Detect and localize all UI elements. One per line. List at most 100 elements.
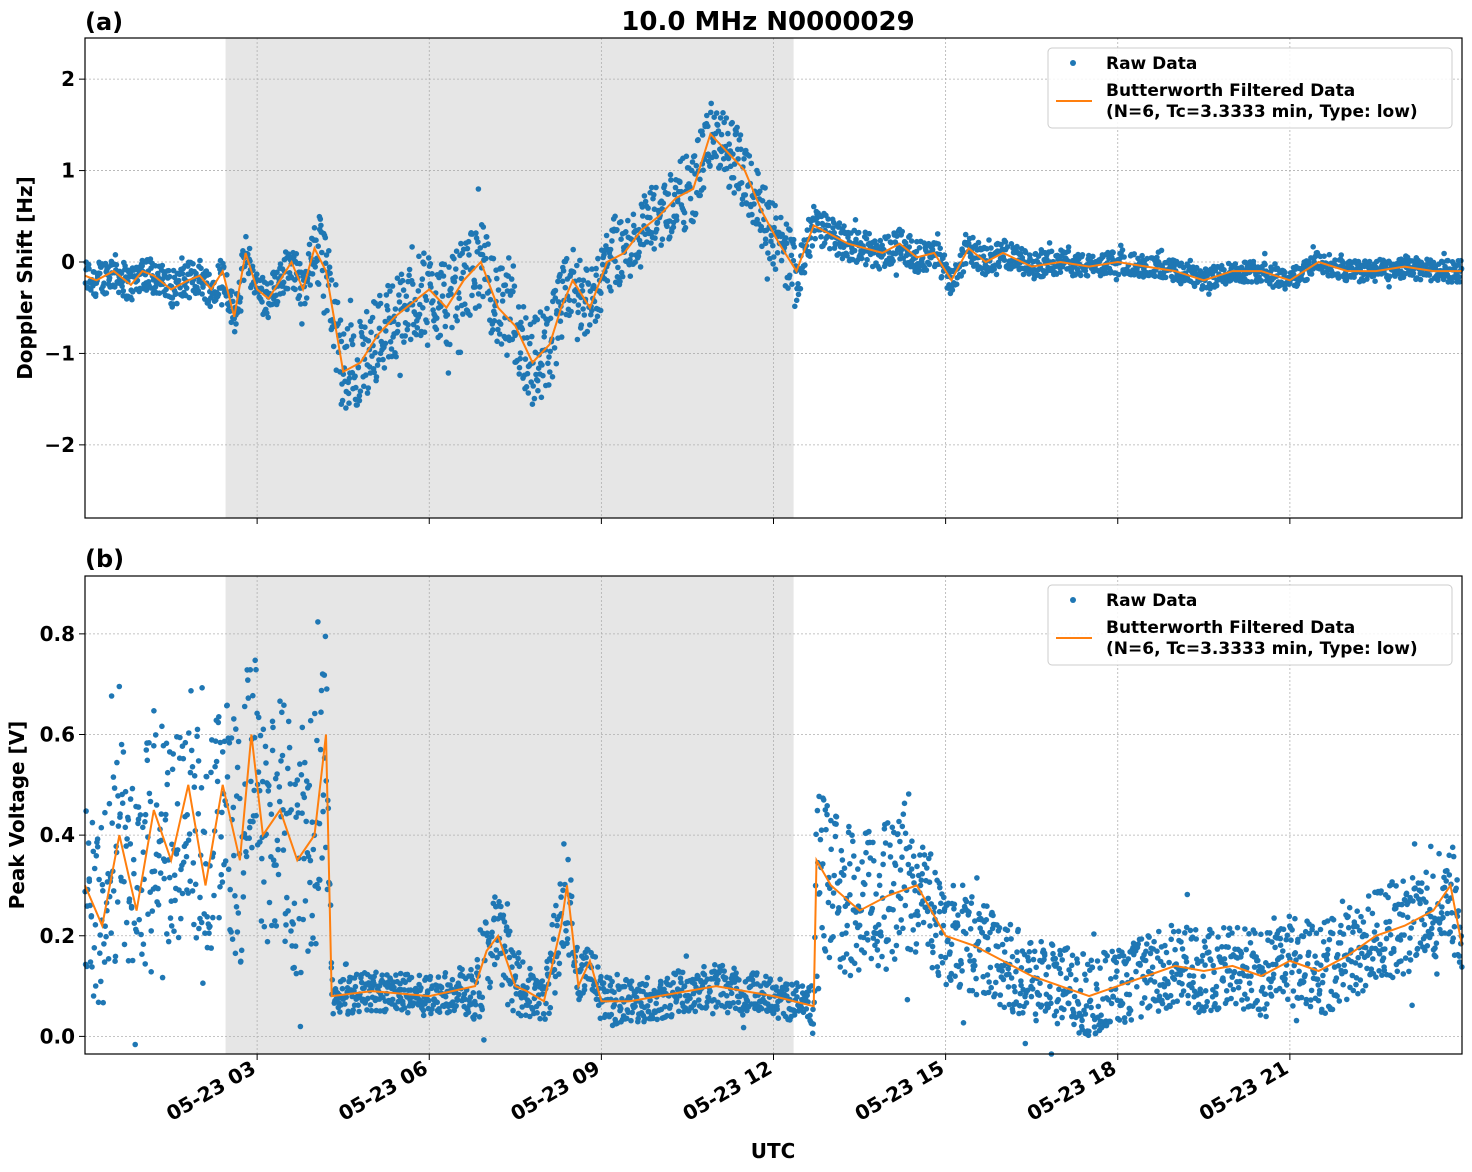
raw-data-point [280, 290, 287, 296]
raw-data-point [667, 171, 674, 178]
raw-data-point [1270, 971, 1277, 978]
raw-data-point [681, 983, 688, 989]
raw-data-point [320, 792, 327, 798]
raw-data-point [1262, 991, 1269, 997]
raw-data-point [1082, 268, 1089, 274]
raw-data-point [1024, 987, 1031, 994]
raw-data-point [516, 364, 523, 371]
raw-data-point [89, 964, 95, 970]
raw-data-point [194, 733, 200, 740]
raw-data-point [360, 341, 366, 348]
raw-data-point [908, 866, 915, 872]
raw-data-point [798, 1004, 805, 1011]
raw-data-point [408, 974, 415, 981]
raw-data-point [98, 824, 105, 831]
raw-data-point [1079, 252, 1086, 258]
raw-data-point [534, 377, 541, 384]
raw-data-point [231, 852, 237, 859]
raw-data-point [494, 954, 500, 961]
raw-data-point [246, 245, 253, 252]
raw-data-point [129, 957, 136, 964]
raw-data-point [601, 251, 607, 258]
raw-data-point [174, 300, 180, 307]
raw-data-point [198, 265, 204, 272]
raw-data-point [1240, 1006, 1247, 1012]
raw-data-point [153, 802, 160, 808]
raw-data-point [196, 925, 202, 932]
raw-data-point [323, 844, 329, 851]
raw-data-point [575, 309, 581, 316]
raw-data-point [425, 255, 432, 261]
raw-data-point [726, 141, 732, 147]
raw-data-point [292, 286, 298, 293]
raw-data-point [527, 965, 533, 972]
raw-data-point [470, 990, 477, 996]
raw-data-point [1456, 274, 1462, 280]
raw-data-point [1133, 968, 1139, 975]
raw-data-point [534, 1010, 540, 1016]
raw-data-point [152, 732, 159, 738]
raw-data-point [765, 204, 772, 210]
raw-data-point [132, 1041, 138, 1048]
raw-data-point [469, 292, 475, 299]
raw-data-point [581, 987, 588, 993]
raw-data-point [838, 847, 845, 854]
raw-data-point [810, 1021, 817, 1027]
raw-data-point [1290, 1003, 1296, 1009]
raw-data-point [1056, 986, 1062, 993]
raw-data-point [1153, 997, 1159, 1004]
raw-data-point [110, 888, 117, 894]
raw-data-point [957, 981, 964, 988]
raw-data-point [988, 245, 994, 251]
raw-data-point [875, 921, 882, 928]
raw-data-point [397, 372, 403, 379]
raw-data-point [169, 766, 176, 773]
raw-data-point [594, 313, 601, 320]
raw-data-point [1315, 997, 1322, 1004]
panel-a-legend: Raw Data Butterworth Filtered Data (N=6,… [1047, 47, 1453, 129]
raw-data-point [340, 977, 347, 983]
raw-data-point [265, 314, 272, 321]
raw-data-point [748, 160, 755, 167]
raw-data-point [312, 710, 318, 717]
raw-data-point [539, 362, 545, 368]
raw-data-point [1458, 257, 1464, 264]
raw-data-point [88, 913, 95, 919]
raw-data-point [541, 1011, 547, 1017]
raw-data-point [1251, 964, 1258, 970]
raw-data-point [525, 390, 532, 396]
raw-data-point [1001, 1004, 1008, 1011]
raw-data-point [339, 985, 346, 992]
raw-data-point [174, 847, 181, 853]
raw-data-point [157, 870, 164, 876]
raw-data-point [214, 778, 221, 785]
raw-data-point [768, 238, 774, 245]
raw-data-point [97, 950, 103, 956]
raw-data-point [476, 303, 482, 309]
raw-data-point [813, 831, 819, 838]
raw-data-point [492, 311, 498, 317]
raw-data-point [734, 124, 740, 131]
raw-data-point [204, 914, 210, 920]
raw-data-point [1262, 261, 1268, 268]
raw-data-point [350, 333, 357, 339]
raw-data-point [207, 303, 213, 310]
raw-data-point [261, 879, 267, 885]
raw-data-point [1143, 948, 1149, 955]
raw-data-point [131, 920, 138, 926]
raw-data-point [728, 990, 735, 997]
raw-data-point [284, 285, 291, 292]
raw-data-point [676, 992, 683, 999]
raw-data-point [893, 924, 900, 930]
raw-data-point [647, 214, 653, 221]
raw-data-point [671, 191, 678, 198]
raw-data-point [405, 1009, 411, 1016]
raw-data-point [313, 940, 319, 947]
raw-data-point [232, 950, 239, 957]
raw-data-point [568, 893, 575, 900]
raw-data-point [574, 262, 580, 269]
raw-data-point [279, 752, 286, 759]
raw-data-point [498, 903, 504, 910]
raw-data-point [259, 274, 266, 281]
raw-data-point [786, 272, 793, 279]
